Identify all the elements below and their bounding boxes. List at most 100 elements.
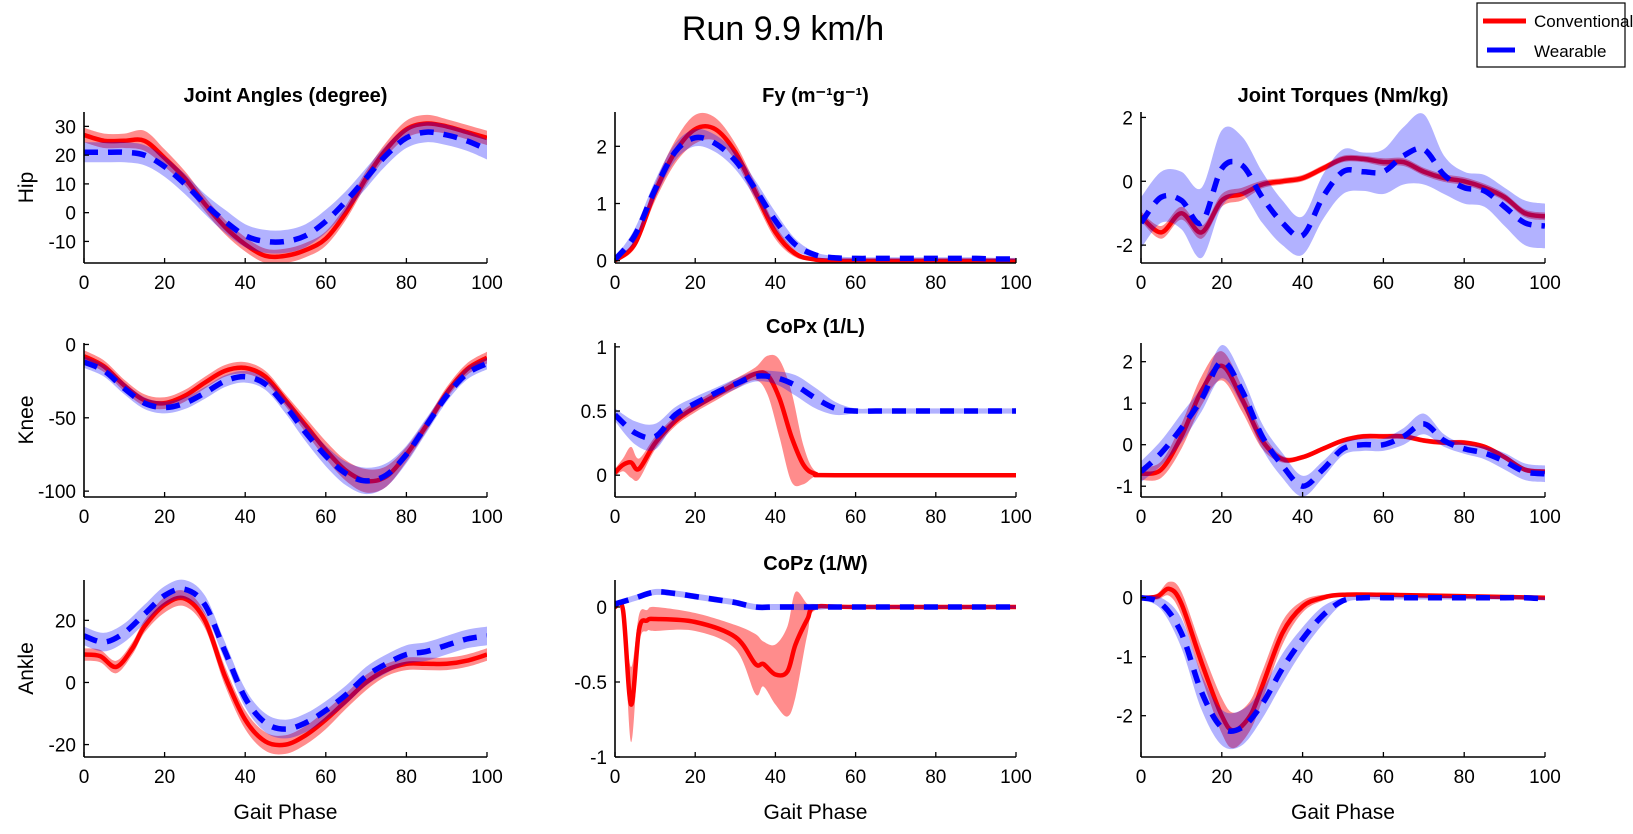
y-axis-label: Ankle: [15, 642, 38, 695]
y-tick-label: 0: [596, 598, 607, 619]
band-wearable: [1141, 595, 1545, 750]
y-tick-label: 0: [596, 466, 607, 487]
legend: Conventional Wearable: [1476, 2, 1633, 68]
y-tick-label: -2: [1116, 707, 1133, 728]
subplot-title: Joint Angles (degree): [184, 85, 388, 107]
line-conventional: [615, 370, 1016, 478]
x-tick-label: 60: [845, 767, 866, 788]
x-tick-label: 80: [396, 273, 417, 294]
x-tick-label: 20: [685, 767, 706, 788]
y-tick-label: 1: [596, 338, 607, 359]
y-tick-label: -100: [38, 482, 76, 503]
plot-area: [1141, 581, 1545, 750]
x-tick-label: 0: [79, 767, 90, 788]
subplot-9: 0 20 40 60 80 100 -2 -1 0 Gait Phase: [1116, 580, 1561, 824]
x-tick-label: 0: [610, 767, 621, 788]
x-tick-label: 20: [685, 273, 706, 294]
x-tick-label: 40: [765, 507, 786, 528]
y-tick-label: 0.5: [581, 402, 607, 423]
band-conventional: [1141, 351, 1545, 481]
x-tick-label: 100: [1000, 507, 1032, 528]
subplot-2: 0 20 40 60 80 100 0 1 2 Fy (m⁻¹g⁻¹): [596, 85, 1031, 294]
subplot-title: CoPz (1/W): [763, 553, 867, 575]
band-wearable: [1141, 113, 1545, 259]
x-tick-label: 0: [79, 273, 90, 294]
x-tick-label: 20: [154, 507, 175, 528]
legend-box: [1476, 2, 1626, 68]
line-wearable: [615, 589, 1016, 611]
plot-area: [1141, 344, 1545, 497]
y-tick-label: 0: [65, 335, 76, 356]
plot-area: [615, 588, 1016, 743]
plot-area: [84, 350, 487, 495]
x-tick-label: 100: [1000, 273, 1032, 294]
y-tick-label: 1: [1122, 394, 1133, 415]
x-tick-label: 40: [765, 767, 786, 788]
line-wearable: [84, 359, 487, 484]
x-tick-label: 20: [685, 507, 706, 528]
x-tick-label: 20: [1211, 507, 1232, 528]
x-tick-label: 100: [1000, 767, 1032, 788]
y-tick-label: -10: [49, 232, 76, 253]
x-tick-label: 40: [1292, 767, 1313, 788]
line-wearable: [1141, 594, 1545, 734]
line-conventional: [84, 595, 487, 748]
band-conventional: [615, 112, 1016, 262]
x-tick-label: 0: [1136, 507, 1147, 528]
legend-label-wearable: Wearable: [1534, 42, 1606, 61]
y-tick-label: 2: [1122, 353, 1133, 374]
x-tick-label: 100: [471, 507, 503, 528]
band-wearable: [84, 579, 487, 739]
x-tick-label: 0: [610, 507, 621, 528]
y-tick-label: 20: [55, 146, 76, 167]
x-axis-label: Gait Phase: [234, 801, 338, 824]
figure-title: Run 9.9 km/h: [682, 10, 884, 48]
line-wearable: [615, 373, 1016, 441]
x-tick-label: 20: [1211, 767, 1232, 788]
x-tick-label: 20: [1211, 273, 1232, 294]
line-wearable: [84, 129, 487, 245]
band-wearable: [615, 370, 1016, 451]
y-tick-label: 30: [55, 117, 76, 138]
subplot-title: Fy (m⁻¹g⁻¹): [762, 85, 869, 107]
y-tick-label: -20: [49, 736, 76, 757]
x-tick-label: 60: [315, 767, 336, 788]
x-tick-label: 100: [1529, 507, 1561, 528]
x-tick-label: 60: [315, 273, 336, 294]
line-wearable: [84, 586, 487, 732]
y-tick-label: 0: [65, 673, 76, 694]
y-tick-label: 2: [1122, 108, 1133, 129]
plot-area: [84, 579, 487, 755]
y-tick-label: -1: [590, 748, 607, 769]
subplot-8: 0 20 40 60 80 100 -1 -0.5 0 CoPz (1/W) Gait Phase: [574, 553, 1032, 824]
y-tick-label: 0: [1122, 589, 1133, 610]
legend-label-conventional: Conventional: [1534, 12, 1633, 31]
band-wearable: [84, 356, 487, 495]
y-tick-label: 10: [55, 175, 76, 196]
line-conventional: [1141, 155, 1545, 235]
x-tick-label: 100: [471, 273, 503, 294]
band-conventional: [615, 591, 1016, 743]
plot-area: [84, 114, 487, 263]
x-tick-label: 40: [765, 273, 786, 294]
y-tick-label: -0.5: [574, 673, 607, 694]
y-tick-label: 0: [1122, 172, 1133, 193]
subplot-5: 0 20 40 60 80 100 0 0.5 1 CoPx (1/L): [581, 316, 1032, 528]
line-wearable: [1141, 145, 1545, 240]
x-tick-label: 60: [1373, 767, 1394, 788]
y-axis-label: Knee: [15, 395, 38, 444]
plot-area: [615, 354, 1016, 487]
y-axis-label: Hip: [15, 172, 38, 204]
y-tick-label: -2: [1116, 236, 1133, 257]
y-tick-label: 20: [55, 611, 76, 632]
y-tick-label: -1: [1116, 477, 1133, 498]
x-tick-label: 0: [610, 273, 621, 294]
x-tick-label: 100: [1529, 767, 1561, 788]
x-tick-label: 100: [1529, 273, 1561, 294]
line-conventional: [615, 599, 1016, 707]
y-tick-label: 0: [65, 204, 76, 225]
x-tick-label: 80: [1454, 507, 1475, 528]
